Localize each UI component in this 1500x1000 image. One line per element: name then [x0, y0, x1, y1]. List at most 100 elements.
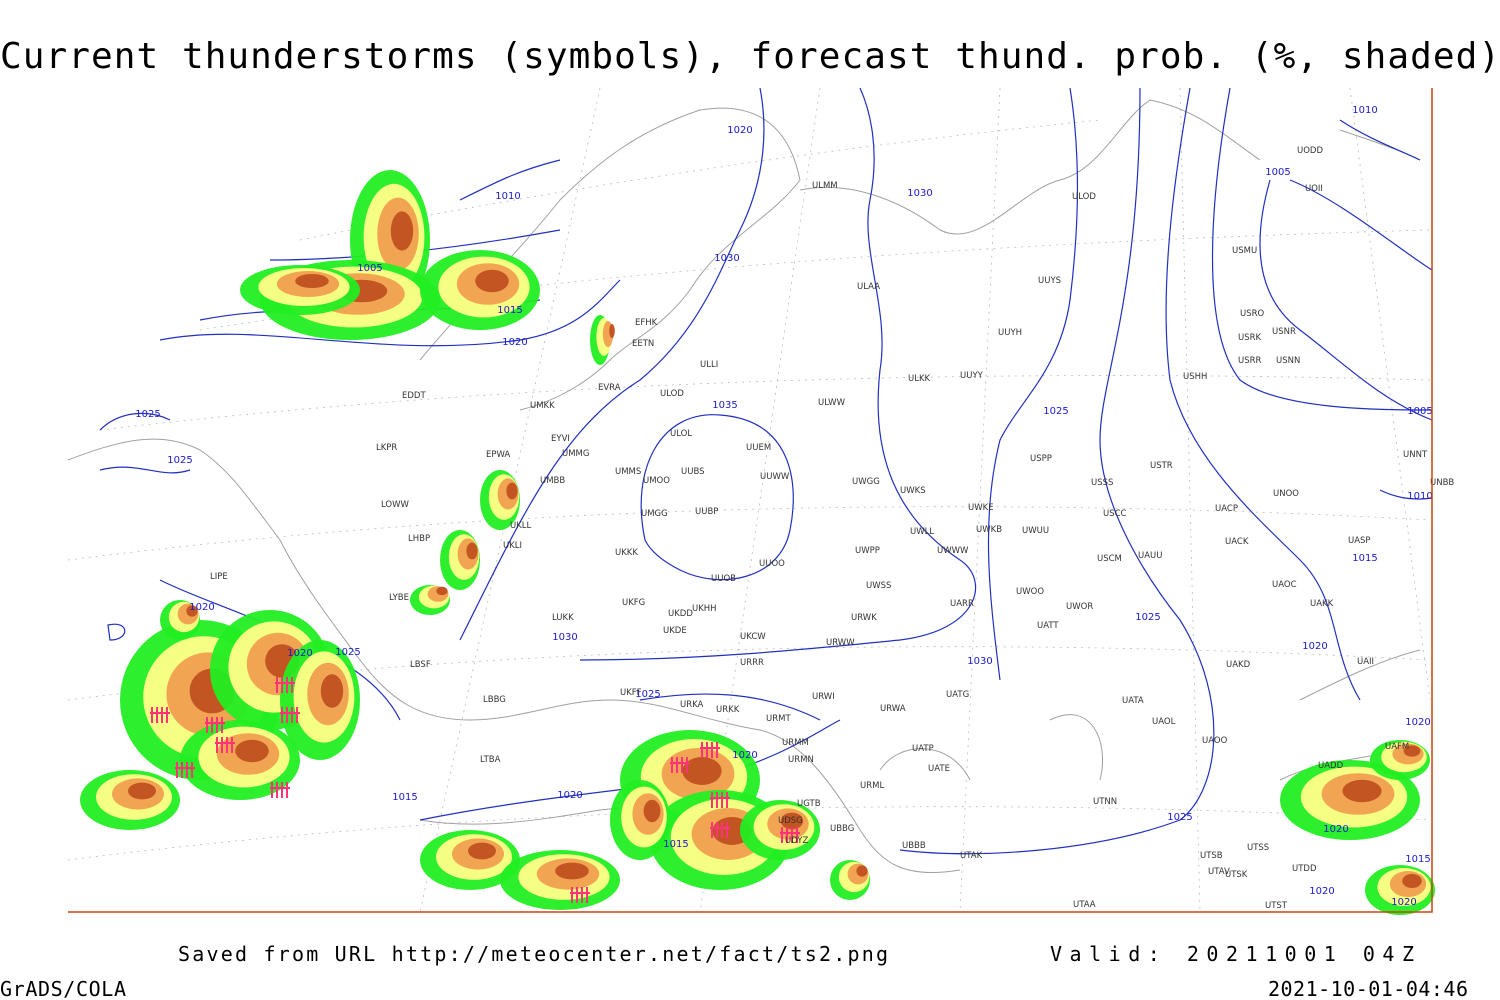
station-label: USCM	[1097, 554, 1122, 564]
station-label: URMM	[782, 738, 809, 748]
probability-area	[1402, 874, 1422, 888]
station-label: LBBG	[483, 695, 506, 705]
station-label: UWUU	[1022, 526, 1049, 536]
timestamp: 2021-10-01-04:46	[1268, 977, 1468, 1000]
isobar-label: 1015	[663, 839, 688, 850]
valid-time: Valid: 20211001 04Z	[1050, 942, 1414, 966]
isobar-label: 1025	[167, 455, 192, 466]
station-label: UAUU	[1138, 551, 1162, 561]
station-label: USHH	[1183, 372, 1207, 382]
map-frame	[68, 88, 1433, 913]
isobar-label: 1025	[1043, 406, 1068, 417]
probability-area	[320, 674, 344, 708]
station-label: USPP	[1030, 454, 1052, 464]
station-label: USMU	[1232, 246, 1257, 256]
station-label: UODD	[1297, 146, 1323, 156]
station-label: UATP	[912, 744, 934, 754]
station-label: UARR	[950, 599, 974, 609]
isobar-label: 1020	[1391, 897, 1416, 908]
station-label: ULMM	[812, 181, 838, 191]
isobar-label: 1015	[1405, 854, 1430, 865]
station-label: UKDE	[663, 626, 687, 636]
isobar-label: 1005	[1265, 167, 1290, 178]
probability-area	[780, 812, 804, 830]
thunderstorm-symbol	[150, 707, 170, 723]
station-label: URMN	[788, 755, 814, 765]
station-label: UWLL	[910, 527, 934, 537]
station-label: UKHH	[692, 604, 717, 614]
isobar-label: 1005	[357, 263, 382, 274]
station-label: UTSK	[1225, 870, 1248, 880]
station-label: UWKS	[900, 486, 926, 496]
station-label: UATT	[1037, 621, 1059, 631]
station-label: UACP	[1215, 504, 1238, 514]
station-label: ULOL	[670, 429, 692, 439]
isobar-label: 1025	[1135, 612, 1160, 623]
probability-area	[1403, 745, 1421, 757]
station-label: UAOL	[1152, 717, 1176, 727]
station-label: UKLI	[503, 541, 522, 551]
station-label: UUBP	[695, 507, 718, 517]
station-label: EYVI	[551, 434, 570, 444]
station-label: UWWW	[937, 546, 969, 556]
station-label: UAFM	[1385, 742, 1409, 752]
station-label: URWW	[826, 638, 855, 648]
station-label: USRR	[1238, 356, 1262, 366]
station-label: UKFF	[620, 688, 642, 698]
station-label: UADD	[1318, 761, 1344, 771]
map: 1020 1010 1030 1010 1005 1030 1005 1015 1020 1025…	[67, 87, 1454, 915]
station-label: UATA	[1122, 696, 1144, 706]
station-label: UNBB	[1430, 478, 1454, 488]
isobar-label: 1020	[502, 337, 527, 348]
probability-area	[506, 482, 518, 500]
station-label: USSS	[1091, 478, 1113, 488]
station-label: UKLL	[510, 521, 532, 531]
station-label: USCC	[1103, 509, 1127, 519]
isobar-label: 1010	[1352, 105, 1377, 116]
station-label: UKFG	[622, 598, 645, 608]
thunderstorm-symbol	[570, 887, 590, 903]
thunderstorm-symbol	[700, 742, 720, 758]
station-label: UATG	[946, 690, 969, 700]
station-label: UUWW	[760, 472, 790, 482]
station-label: URWK	[851, 613, 877, 623]
station-label: UMBB	[540, 476, 565, 486]
station-label: URWA	[880, 704, 906, 714]
isobar-label: 1020	[1405, 717, 1430, 728]
station-label: USRK	[1238, 333, 1262, 343]
station-label: UAKK	[1310, 599, 1334, 609]
station-label: LIPE	[210, 572, 228, 582]
isobar-label: 1025	[135, 409, 160, 420]
station-label: UTSB	[1200, 851, 1223, 861]
station-label: UMMS	[615, 467, 641, 477]
station-label: UOII	[1305, 184, 1323, 194]
station-label: UASP	[1348, 536, 1371, 546]
station-label: UNOO	[1273, 489, 1299, 499]
thunderstorm-symbol	[780, 827, 800, 843]
station-label: EETN	[632, 339, 654, 349]
station-label: UUYS	[1038, 276, 1061, 286]
thunderstorm-symbol	[710, 792, 730, 808]
station-label: UUOB	[711, 574, 736, 584]
isobar-label: 1015	[1352, 553, 1377, 564]
probability-area	[128, 782, 156, 800]
station-label: UKKK	[615, 548, 638, 558]
probability-area	[682, 757, 722, 785]
station-label: ULLI	[700, 360, 718, 370]
station-label: ULOD	[660, 389, 684, 399]
station-label: UATE	[928, 764, 950, 774]
station-label: UWKE	[968, 503, 994, 513]
station-label: UNNT	[1403, 450, 1428, 460]
isobar-label: 1020	[189, 602, 214, 613]
station-label: UMOO	[643, 476, 670, 486]
station-label: USNN	[1276, 356, 1300, 366]
isobar-label: 1030	[967, 656, 992, 667]
station-label: UWOO	[1016, 587, 1044, 597]
station-label: UBBG	[830, 824, 854, 834]
station-label: UTST	[1265, 901, 1288, 911]
isobar-label: 1020	[557, 790, 582, 801]
station-label: URML	[860, 781, 884, 791]
station-label: LTBA	[480, 755, 501, 765]
station-label: ULAA	[857, 282, 880, 292]
